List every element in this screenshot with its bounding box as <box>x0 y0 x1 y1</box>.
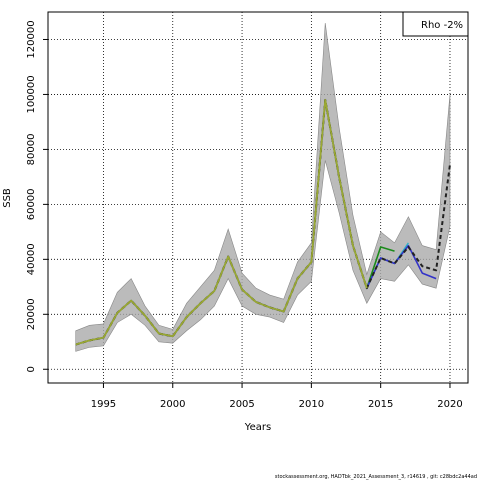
x-tick-label: 2005 <box>229 399 254 410</box>
x-axis: 1995 2000 2005 2010 2015 2020 <box>91 383 463 410</box>
y-axis-title: SSB <box>2 188 13 208</box>
footer-credit: stockassessment.org, HADTbk_2021_Assessm… <box>275 474 477 480</box>
x-tick-label: 2020 <box>437 399 462 410</box>
legend-label: Rho -2% <box>421 20 463 31</box>
y-tick-label: 100000 <box>26 75 37 113</box>
legend-box <box>402 11 469 37</box>
confidence-band <box>75 22 451 352</box>
x-axis-title: Years <box>244 422 271 433</box>
y-axis: 0 20000 40000 60000 80000 100000 120000 <box>26 20 48 372</box>
confidence-band-layer <box>75 22 451 352</box>
plot-frame <box>47 11 469 384</box>
y-tick-label: 20000 <box>26 298 37 330</box>
series-line-5 <box>75 99 368 346</box>
legend: Rho -2% <box>402 11 469 37</box>
x-tick-label: 2000 <box>160 399 185 410</box>
series-layer <box>75 98 451 346</box>
x-tick-label: 1995 <box>91 399 116 410</box>
y-tick-label: 80000 <box>26 134 37 166</box>
y-tick-label: 40000 <box>26 243 37 275</box>
y-tick-label: 0 <box>26 366 37 372</box>
y-tick-label: 60000 <box>26 188 37 220</box>
x-tick-label: 2010 <box>299 399 324 410</box>
y-tick-label: 120000 <box>26 20 37 58</box>
x-tick-label: 2015 <box>368 399 393 410</box>
